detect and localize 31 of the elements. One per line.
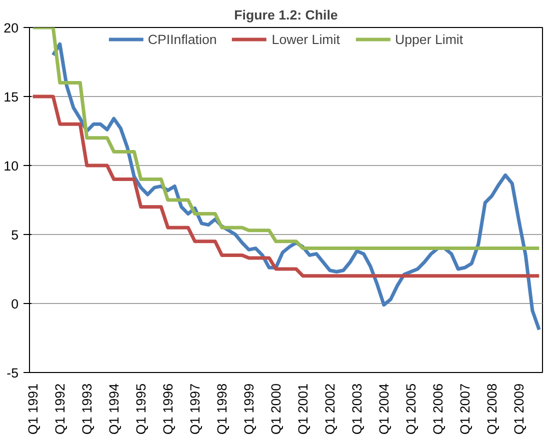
x-tick-label: Q1 2008: [484, 383, 500, 435]
x-tick-label: Q1 2006: [430, 383, 446, 435]
x-tick-label: Q1 2000: [268, 383, 284, 435]
x-tick-label: Q1 1995: [133, 383, 148, 435]
x-tick-label: Q1 1993: [79, 383, 94, 435]
y-tick-label: 10: [4, 158, 19, 174]
y-tick-label: -5: [6, 366, 19, 380]
x-tick-label: Q1 2002: [322, 383, 338, 435]
x-tick-label: Q1 2007: [457, 383, 472, 435]
legend-label: Upper Limit: [394, 32, 464, 46]
y-tick-label: 20: [4, 20, 19, 36]
x-tick-label: Q1 1997: [187, 383, 202, 435]
legend-label: Lower Limit: [272, 32, 340, 46]
line-series: [31, 28, 541, 250]
x-tick-label: Q1 1992: [52, 383, 68, 435]
x-tick-label: Q1 2009: [511, 383, 526, 435]
x-tick-label: Q1 1998: [214, 383, 230, 435]
x-tick-label: Q1 2003: [349, 383, 364, 435]
x-tick-label: Q1 1994: [106, 382, 122, 435]
y-tick-label: 5: [11, 228, 19, 242]
chart-title: Figure 1.2: Chile: [234, 8, 338, 22]
x-tick-label: Q1 2001: [295, 383, 310, 435]
x-tick-label: Q1 2004: [376, 382, 392, 435]
y-tick-label: 0: [11, 296, 19, 312]
y-tick-label: 15: [4, 90, 19, 104]
x-tick-label: Q1 2005: [403, 383, 418, 435]
x-tick-label: Q1 1999: [241, 383, 256, 435]
x-tick-label: Q1 1991: [25, 383, 40, 435]
legend-label: CPIInflation: [148, 32, 217, 46]
line-series: [31, 94, 541, 278]
x-tick-label: Q1 1996: [160, 383, 176, 435]
